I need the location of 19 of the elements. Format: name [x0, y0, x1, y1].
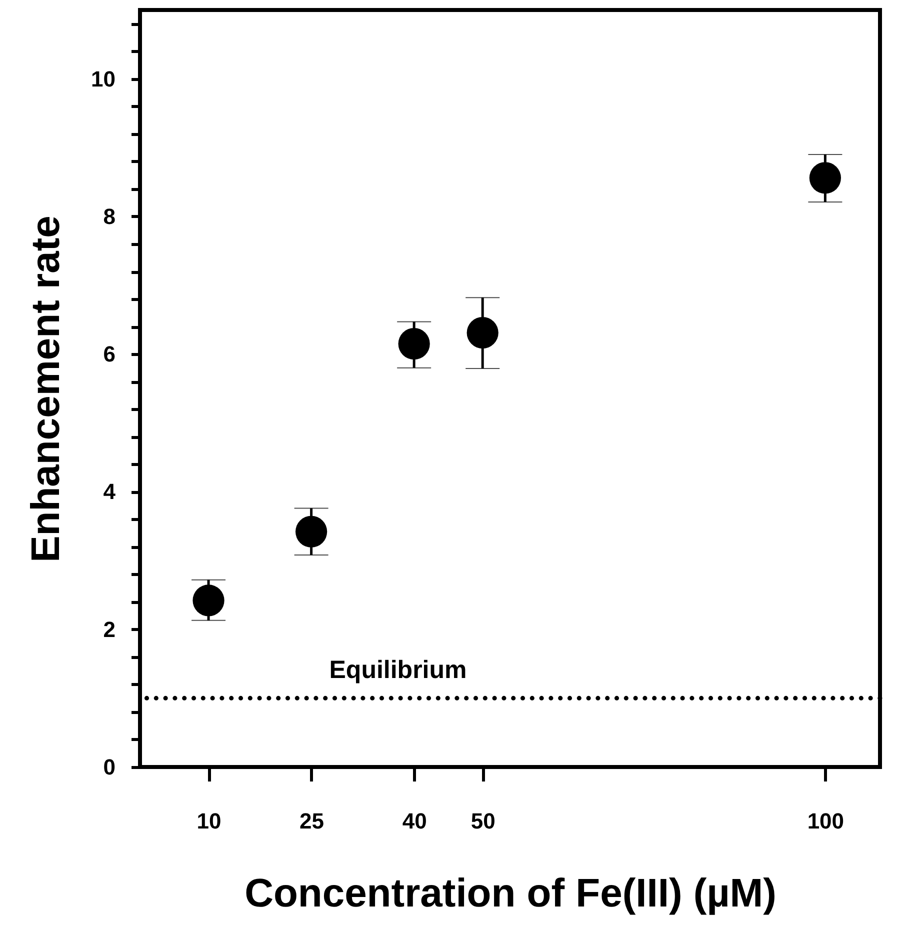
- x-tick-label: 10: [196, 808, 222, 834]
- point: [398, 328, 430, 360]
- ref-line-label: Equilibrium: [329, 656, 467, 684]
- y-tick-label: 10: [91, 66, 116, 92]
- point: [295, 516, 328, 548]
- y-tick-label: 2: [103, 616, 116, 642]
- point: [466, 316, 498, 349]
- x-tick-label: 40: [402, 808, 427, 834]
- x-tick-label: 50: [470, 808, 496, 834]
- x-axis-title: Concentration of Fe(III) (µM): [244, 872, 776, 916]
- y-tick-label: 0: [103, 754, 116, 780]
- point: [809, 162, 841, 194]
- y-tick-label: 8: [103, 204, 116, 229]
- point: [192, 584, 224, 616]
- y-tick-label: 4: [103, 479, 116, 504]
- y-tick-label: 6: [103, 342, 116, 367]
- x-tick-label: 100: [807, 808, 844, 834]
- y-axis-title: Enhancement rate: [24, 216, 68, 562]
- x-tick-label: 25: [300, 808, 324, 834]
